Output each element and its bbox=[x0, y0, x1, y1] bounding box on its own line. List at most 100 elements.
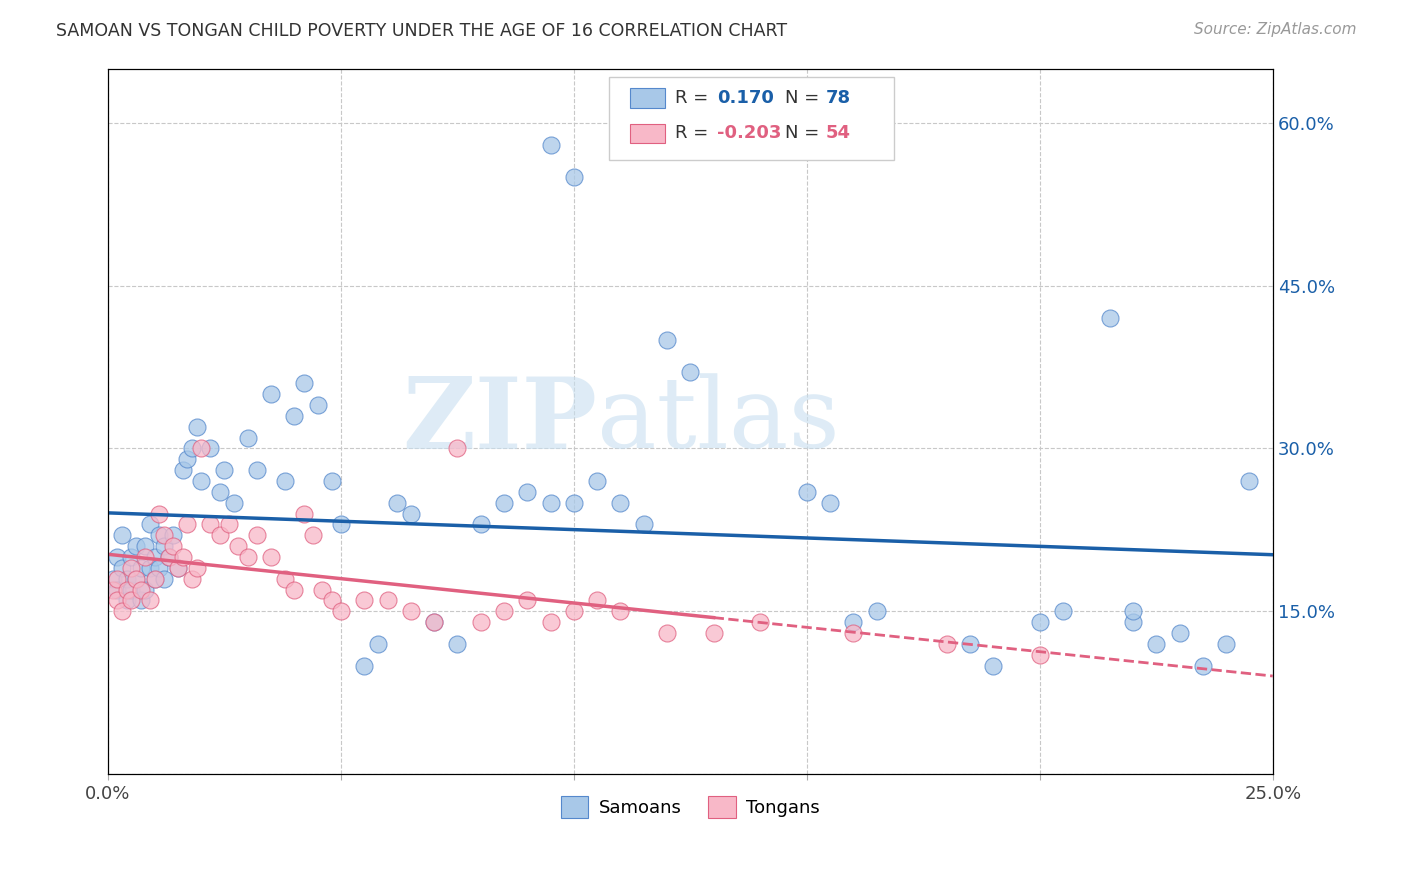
Point bbox=[208, 484, 231, 499]
Point bbox=[540, 137, 562, 152]
Point bbox=[586, 593, 609, 607]
Point bbox=[540, 615, 562, 629]
Point bbox=[1215, 637, 1237, 651]
Point bbox=[139, 593, 162, 607]
Point bbox=[246, 463, 269, 477]
Point bbox=[1168, 626, 1191, 640]
FancyBboxPatch shape bbox=[609, 77, 894, 161]
Text: Source: ZipAtlas.com: Source: ZipAtlas.com bbox=[1194, 22, 1357, 37]
Point bbox=[260, 387, 283, 401]
Point bbox=[423, 615, 446, 629]
Point bbox=[111, 528, 134, 542]
Point bbox=[172, 549, 194, 564]
Point bbox=[399, 507, 422, 521]
Point bbox=[1144, 637, 1167, 651]
Point bbox=[492, 496, 515, 510]
Text: ZIP: ZIP bbox=[402, 373, 598, 470]
Text: atlas: atlas bbox=[598, 374, 839, 469]
Point bbox=[120, 593, 142, 607]
Point bbox=[703, 626, 725, 640]
Point bbox=[105, 593, 128, 607]
Point bbox=[307, 398, 329, 412]
Point bbox=[125, 572, 148, 586]
Point bbox=[176, 452, 198, 467]
Point bbox=[516, 484, 538, 499]
Point bbox=[143, 572, 166, 586]
Point bbox=[200, 442, 222, 456]
Point bbox=[186, 561, 208, 575]
Legend: Samoans, Tongans: Samoans, Tongans bbox=[554, 789, 827, 825]
Point bbox=[492, 604, 515, 618]
Point bbox=[842, 626, 865, 640]
Point bbox=[516, 593, 538, 607]
Point bbox=[176, 517, 198, 532]
Point bbox=[749, 615, 772, 629]
Point bbox=[129, 582, 152, 597]
Point bbox=[129, 561, 152, 575]
Point bbox=[1239, 474, 1261, 488]
Text: -0.203: -0.203 bbox=[717, 125, 782, 143]
Point bbox=[842, 615, 865, 629]
Point bbox=[321, 593, 343, 607]
Text: 78: 78 bbox=[825, 89, 851, 107]
Point bbox=[796, 484, 818, 499]
Point bbox=[959, 637, 981, 651]
Point bbox=[470, 615, 492, 629]
Point bbox=[162, 539, 184, 553]
Point bbox=[655, 626, 678, 640]
Point bbox=[367, 637, 389, 651]
Point bbox=[186, 419, 208, 434]
Point bbox=[385, 496, 408, 510]
Point bbox=[274, 572, 297, 586]
Point bbox=[236, 431, 259, 445]
Point bbox=[167, 561, 190, 575]
Point bbox=[139, 561, 162, 575]
Point bbox=[1122, 604, 1144, 618]
Point bbox=[101, 582, 124, 597]
Point bbox=[134, 549, 156, 564]
Point bbox=[321, 474, 343, 488]
Point bbox=[679, 366, 702, 380]
Point bbox=[1029, 648, 1052, 662]
Text: N =: N = bbox=[785, 89, 818, 107]
Point bbox=[935, 637, 957, 651]
Point bbox=[540, 496, 562, 510]
Point bbox=[134, 539, 156, 553]
Point bbox=[105, 549, 128, 564]
Point bbox=[111, 604, 134, 618]
Point bbox=[866, 604, 889, 618]
Point bbox=[260, 549, 283, 564]
Point bbox=[562, 170, 585, 185]
Point bbox=[1122, 615, 1144, 629]
Point bbox=[172, 463, 194, 477]
Text: 54: 54 bbox=[825, 125, 851, 143]
Point bbox=[200, 517, 222, 532]
Point bbox=[1192, 658, 1215, 673]
Point bbox=[311, 582, 333, 597]
Point bbox=[609, 604, 631, 618]
Point bbox=[292, 507, 315, 521]
Point bbox=[167, 561, 190, 575]
Point bbox=[120, 582, 142, 597]
Point bbox=[162, 528, 184, 542]
Point bbox=[562, 496, 585, 510]
Point bbox=[981, 658, 1004, 673]
Text: SAMOAN VS TONGAN CHILD POVERTY UNDER THE AGE OF 16 CORRELATION CHART: SAMOAN VS TONGAN CHILD POVERTY UNDER THE… bbox=[56, 22, 787, 40]
Point bbox=[153, 539, 176, 553]
Point bbox=[134, 582, 156, 597]
Point bbox=[222, 496, 245, 510]
Point bbox=[125, 572, 148, 586]
Point bbox=[228, 539, 250, 553]
Point bbox=[139, 517, 162, 532]
Point bbox=[562, 604, 585, 618]
Point bbox=[143, 549, 166, 564]
Point bbox=[214, 463, 236, 477]
Point bbox=[111, 561, 134, 575]
Point bbox=[129, 593, 152, 607]
Point bbox=[1029, 615, 1052, 629]
Point bbox=[377, 593, 399, 607]
Point bbox=[1098, 311, 1121, 326]
Point bbox=[148, 507, 170, 521]
Point bbox=[353, 593, 375, 607]
Point bbox=[180, 572, 202, 586]
